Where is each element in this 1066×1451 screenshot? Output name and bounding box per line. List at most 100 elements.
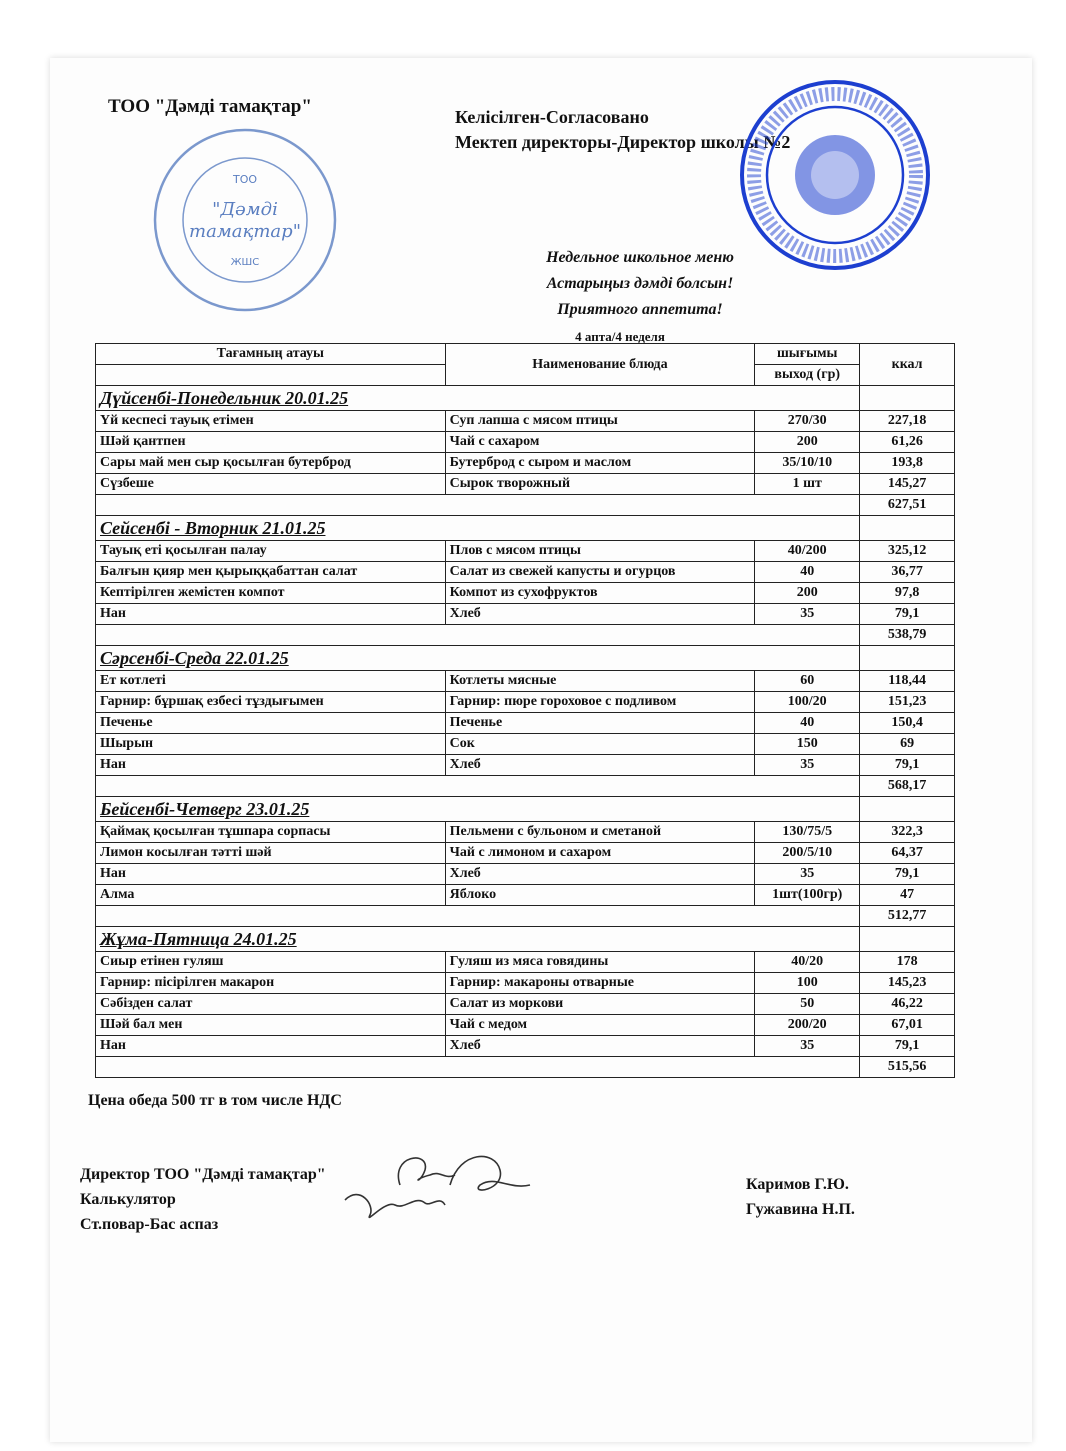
table-row: Лимон косылған тәтті шәй Чай с лимоном и … xyxy=(95,842,955,864)
day-blank xyxy=(859,926,955,952)
header-output: шығымы xyxy=(754,343,861,365)
dish-name-ru: Бутерброд с сыром и маслом xyxy=(444,452,756,474)
dish-name-ru: Пельмени с бульоном и сметаной xyxy=(444,821,756,843)
svg-text:"Дәмді: "Дәмді xyxy=(212,199,278,220)
dish-output: 270/30 xyxy=(754,410,861,432)
table-row: Үй кеспесі тауық етімен Суп лапша с мясом… xyxy=(95,410,955,432)
table-row: Печенье Печенье 40 150,4 xyxy=(95,712,955,734)
table-row: Нан Хлеб 35 79,1 xyxy=(95,863,955,885)
dish-name-kz: Лимон косылған тәтті шәй xyxy=(95,842,446,864)
day-total-kcal: 627,51 xyxy=(859,494,955,516)
day-total-kcal: 568,17 xyxy=(859,775,955,797)
approval-line-1: Келісілген-Согласовано xyxy=(455,107,649,127)
dish-kcal: 67,01 xyxy=(859,1014,955,1036)
dish-kcal: 145,27 xyxy=(859,473,955,495)
dish-kcal: 322,3 xyxy=(859,821,955,843)
school-stamp xyxy=(740,80,930,270)
dish-name-ru: Чай с медом xyxy=(444,1014,756,1036)
menu-greeting-kz: Астарыңыз дәмді болсын! xyxy=(546,275,734,292)
table-row: Тауық еті қосылған палау Плов с мясом пти… xyxy=(95,540,955,562)
dish-name-kz: Гарнир: пісірілген макарон xyxy=(95,972,446,994)
dish-name-ru: Чай с сахаром xyxy=(444,431,756,453)
company-stamp: ТОО "Дәмді тамақтар" ЖШС xyxy=(153,128,337,312)
table-row: Сиыр етінен гуляш Гуляш из мяса говядины 4… xyxy=(95,951,955,973)
header-output-unit: выход (гр) xyxy=(754,364,861,386)
dish-name-ru: Хлеб xyxy=(444,1035,756,1057)
day-title: Сейсенбі - Вторник 21.01.25 xyxy=(94,515,861,541)
day-total-kcal: 512,77 xyxy=(859,905,955,927)
signature-roles: Директор ТОО "Дәмді тамақтар" Калькулято… xyxy=(80,1162,326,1237)
dish-name-kz: Сүзбеше xyxy=(95,473,446,495)
dish-kcal: 227,18 xyxy=(859,410,955,432)
svg-text:ЖШС: ЖШС xyxy=(231,257,259,268)
dish-output: 200 xyxy=(754,431,861,453)
dish-kcal: 118,44 xyxy=(859,670,955,692)
day-header-row: Жұма-Пятница 24.01.25 xyxy=(94,926,955,952)
dish-output: 100/20 xyxy=(754,691,861,713)
table-row: Балғын қияр мен қырыққабаттан салат Салат… xyxy=(95,561,955,583)
header-kcal: ккал xyxy=(859,343,955,386)
dish-output: 100 xyxy=(754,972,861,994)
dish-name-kz: Кептірілген жемістен компот xyxy=(95,582,446,604)
dish-name-ru: Хлеб xyxy=(444,603,756,625)
dish-name-ru: Гарнир: макароны отварные xyxy=(444,972,756,994)
table-row: Сәбізден салат Салат из моркови 50 46,22 xyxy=(95,993,955,1015)
lunch-price: Цена обеда 500 тг в том числе НДС xyxy=(88,1092,342,1109)
dish-name-ru: Котлеты мясные xyxy=(444,670,756,692)
week-label: 4 апта/4 неделя xyxy=(575,329,665,344)
table-row: Шәй қантпен Чай с сахаром 200 61,26 xyxy=(95,431,955,453)
dish-kcal: 79,1 xyxy=(859,754,955,776)
day-blank xyxy=(859,515,955,541)
role-director: Директор ТОО "Дәмді тамақтар" xyxy=(80,1166,326,1183)
dish-output: 40/20 xyxy=(754,951,861,973)
dish-name-kz: Нан xyxy=(95,603,446,625)
table-row: Нан Хлеб 35 79,1 xyxy=(95,603,955,625)
table-row: Сары май мен сыр қосылған бутерброд Бутер… xyxy=(95,452,955,474)
table-row: Қаймақ қосылған тұшпара сорпасы Пельмени … xyxy=(95,821,955,843)
day-header-row: Сәрсенбі-Среда 22.01.25 xyxy=(94,645,955,671)
dish-output: 130/75/5 xyxy=(754,821,861,843)
dish-name-ru: Гарнир: пюре гороховое с подливом xyxy=(444,691,756,713)
dish-output: 40 xyxy=(754,712,861,734)
total-blank xyxy=(94,775,861,797)
dish-kcal: 178 xyxy=(859,951,955,973)
dish-kcal: 325,12 xyxy=(859,540,955,562)
dish-name-ru: Хлеб xyxy=(444,863,756,885)
dish-output: 35 xyxy=(754,863,861,885)
chef-name: Гужавина Н.П. xyxy=(746,1201,855,1218)
table-row: Гарнир: бұршақ езбесі тұздығымен Гарнир: … xyxy=(95,691,955,713)
dish-output: 50 xyxy=(754,993,861,1015)
dish-name-kz: Сары май мен сыр қосылған бутерброд xyxy=(95,452,446,474)
dish-kcal: 79,1 xyxy=(859,603,955,625)
dish-kcal: 36,77 xyxy=(859,561,955,583)
day-header-row: Бейсенбі-Четверг 23.01.25 xyxy=(94,796,955,822)
dish-output: 35 xyxy=(754,603,861,625)
day-total-kcal: 515,56 xyxy=(859,1056,955,1078)
dish-name-ru: Яблоко xyxy=(444,884,756,906)
dish-name-ru: Сырок творожный xyxy=(444,473,756,495)
table-row: Кептірілген жемістен компот Компот из сух… xyxy=(95,582,955,604)
dish-name-kz: Шырын xyxy=(95,733,446,755)
table-row: Алма Яблоко 1шт(100гр) 47 xyxy=(95,884,955,906)
dish-kcal: 79,1 xyxy=(859,1035,955,1057)
dish-name-kz: Шәй қантпен xyxy=(95,431,446,453)
dish-kcal: 47 xyxy=(859,884,955,906)
approval-line-2: Мектеп директоры-Директор школы №2 xyxy=(455,132,791,152)
dish-output: 40/200 xyxy=(754,540,861,562)
table-row: Нан Хлеб 35 79,1 xyxy=(95,754,955,776)
dish-name-kz: Шәй бал мен xyxy=(95,1014,446,1036)
header-ru: Наименование блюда xyxy=(444,343,756,386)
dish-name-ru: Салат из моркови xyxy=(444,993,756,1015)
menu-title: Недельное школьное меню xyxy=(546,249,734,266)
day-title: Бейсенбі-Четверг 23.01.25 xyxy=(94,796,861,822)
dish-name-kz: Ет котлеті xyxy=(95,670,446,692)
table-header-row-2: выход (гр) xyxy=(95,364,955,386)
table-row: Шырын Сок 150 69 xyxy=(95,733,955,755)
day-title: Жұма-Пятница 24.01.25 xyxy=(94,926,861,952)
day-title: Сәрсенбі-Среда 22.01.25 xyxy=(94,645,861,671)
day-header-row: Дүйсенбі-Понедельник 20.01.25 xyxy=(94,385,955,411)
dish-output: 40 xyxy=(754,561,861,583)
dish-name-ru: Хлеб xyxy=(444,754,756,776)
day-blank xyxy=(859,645,955,671)
dish-output: 60 xyxy=(754,670,861,692)
